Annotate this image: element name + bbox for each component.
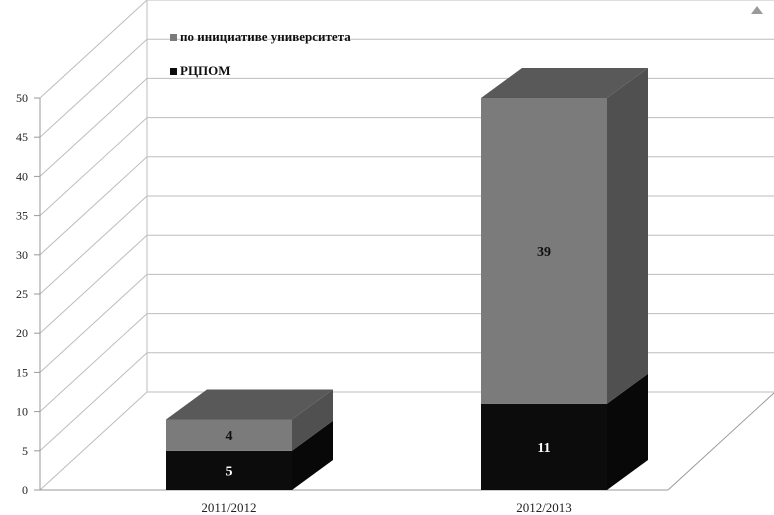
legend-swatch xyxy=(170,68,177,75)
y-tick-label: 20 xyxy=(16,326,28,340)
bars: 5 4 11 39 xyxy=(166,68,648,490)
scroll-up-arrow-icon[interactable] xyxy=(751,6,763,14)
x-tick-label: 2011/2012 xyxy=(201,500,256,515)
y-tick-label: 40 xyxy=(16,169,28,183)
side-gridline xyxy=(39,117,148,216)
data-label: 5 xyxy=(226,464,233,479)
chart-walls xyxy=(39,0,774,491)
y-tick-label: 25 xyxy=(16,287,28,301)
data-label: 11 xyxy=(537,441,550,456)
side-gridline xyxy=(39,352,148,452)
y-tick-label: 35 xyxy=(16,209,28,223)
side-gridline xyxy=(39,391,148,491)
legend-label: по инициативе университета xyxy=(180,29,351,44)
y-tick-label: 45 xyxy=(16,130,28,144)
legend-swatch xyxy=(170,34,177,41)
side-gridline xyxy=(39,156,148,256)
y-tick-label: 30 xyxy=(16,248,28,262)
y-tick-label: 0 xyxy=(22,483,28,497)
bar-side-face xyxy=(607,68,648,404)
bar-side-face xyxy=(292,420,333,490)
side-gridline xyxy=(39,78,148,177)
y-tick-label: 50 xyxy=(16,91,28,105)
y-tick-label: 15 xyxy=(16,365,28,379)
y-tick-label: 10 xyxy=(16,405,28,419)
side-gridline xyxy=(39,313,148,412)
bar-top-face xyxy=(166,389,333,420)
side-gridline xyxy=(39,234,148,334)
side-gridline xyxy=(39,38,148,138)
bar-segment xyxy=(481,403,607,490)
floor-right-edge xyxy=(667,392,774,491)
side-gridline xyxy=(39,274,148,373)
bar-side-face xyxy=(292,389,333,451)
bar-top-face xyxy=(481,68,648,98)
side-gridline xyxy=(39,0,148,99)
y-axis-ticks: 0 5 10 15 20 25 30 35 40 45 50 xyxy=(16,91,40,497)
side-gridline xyxy=(39,195,148,295)
x-tick-label: 2012/2013 xyxy=(516,500,572,515)
bar-side-face xyxy=(607,373,648,490)
legend-label: РЦПОМ xyxy=(180,63,231,78)
y-tick-label: 5 xyxy=(22,444,28,458)
bar-segment xyxy=(481,98,607,404)
bar-segment xyxy=(166,450,292,490)
bar-segment xyxy=(166,419,292,451)
legend: по инициативе университета РЦПОМ xyxy=(170,29,351,78)
data-label: 4 xyxy=(226,429,233,444)
x-axis-labels: 2011/2012 2012/2013 xyxy=(201,500,571,515)
data-label: 39 xyxy=(537,245,551,260)
